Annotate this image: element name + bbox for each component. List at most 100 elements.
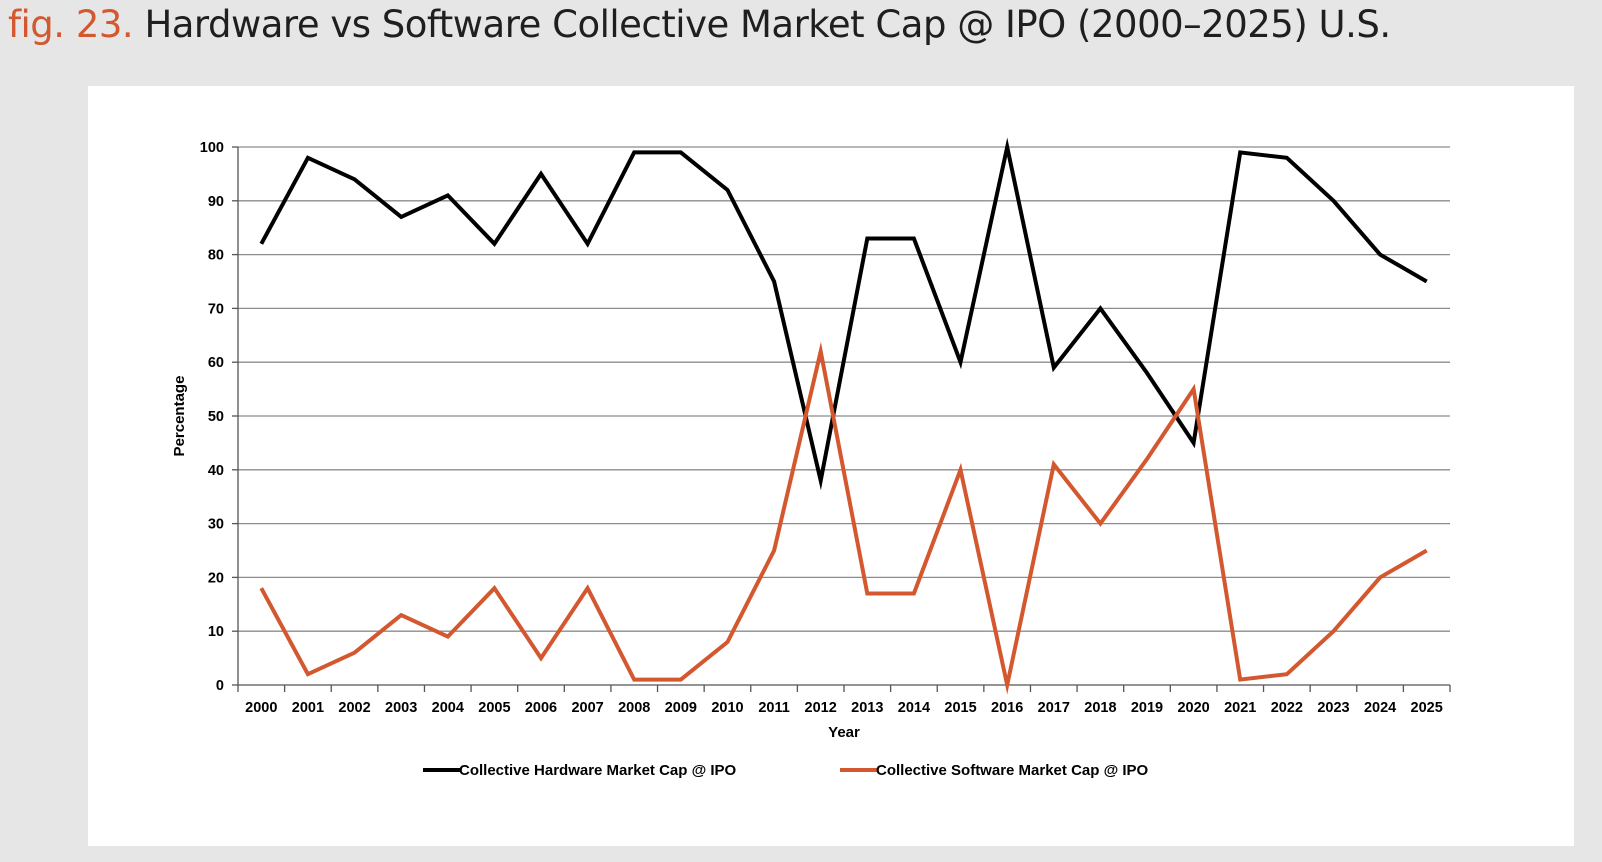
data-point-software-2005 — [492, 586, 496, 590]
y-tick-label-40: 40 — [208, 463, 224, 479]
data-point-hardware-2005 — [492, 242, 496, 246]
data-point-hardware-2007 — [586, 242, 590, 246]
data-point-hardware-2009 — [679, 150, 683, 154]
data-point-hardware-2003 — [399, 215, 403, 219]
x-tick-label-2007: 2007 — [571, 700, 603, 716]
data-point-hardware-2024 — [1378, 253, 1382, 257]
data-point-hardware-2023 — [1331, 199, 1335, 203]
data-point-software-2013 — [865, 592, 869, 596]
x-tick-label-2024: 2024 — [1364, 700, 1396, 716]
data-point-software-2018 — [1098, 522, 1102, 526]
data-point-software-2017 — [1052, 462, 1056, 466]
data-point-software-2024 — [1378, 575, 1382, 579]
data-point-hardware-2019 — [1145, 371, 1149, 375]
data-point-software-2007 — [586, 586, 590, 590]
x-tick-label-2009: 2009 — [665, 700, 697, 716]
y-tick-label-30: 30 — [208, 517, 224, 533]
y-tick-label-70: 70 — [208, 301, 224, 317]
grid-lines — [238, 146, 1450, 632]
line-chart: 0 10 20 30 40 50 60 70 80 90 100 2000 2001 2002 2003 20… — [171, 137, 1451, 779]
x-tick-label-2018: 2018 — [1084, 700, 1116, 716]
data-point-software-2011 — [772, 549, 776, 553]
data-point-hardware-2018 — [1098, 306, 1102, 310]
data-point-software-2004 — [446, 635, 450, 639]
axes: 0 10 20 30 40 50 60 70 80 90 100 2000 2001 2002 2003 20… — [200, 140, 1451, 716]
data-point-software-2022 — [1285, 672, 1289, 676]
data-point-hardware-2001 — [306, 156, 310, 160]
x-tick-label-2005: 2005 — [478, 700, 510, 716]
data-point-hardware-2022 — [1285, 156, 1289, 160]
data-point-software-2025 — [1425, 549, 1429, 553]
x-tick-label-2020: 2020 — [1177, 700, 1209, 716]
y-tick-label-10: 10 — [208, 624, 224, 640]
chart-panel: 0 10 20 30 40 50 60 70 80 90 100 2000 2001 2002 2003 20… — [88, 86, 1574, 846]
y-tick-label-50: 50 — [208, 409, 224, 425]
data-point-software-2009 — [679, 678, 683, 682]
data-point-software-2002 — [353, 651, 357, 655]
figure-number: fig. 23. — [8, 3, 134, 46]
y-tick-label-100: 100 — [200, 140, 224, 156]
data-point-hardware-2013 — [865, 236, 869, 240]
data-point-hardware-2016 — [1005, 145, 1009, 149]
data-point-hardware-2015 — [959, 360, 963, 364]
x-tick-label-2001: 2001 — [292, 700, 324, 716]
y-tick-label-80: 80 — [208, 248, 224, 264]
legend: Collective Hardware Market Cap @ IPO Coll… — [423, 762, 1149, 779]
data-point-hardware-2017 — [1052, 366, 1056, 370]
data-point-hardware-2012 — [819, 479, 823, 483]
data-point-hardware-2000 — [259, 242, 263, 246]
x-tick-label-2008: 2008 — [618, 700, 650, 716]
figure-title: fig. 23. Hardware vs Software Collective… — [8, 2, 1391, 48]
data-point-software-2006 — [539, 656, 543, 660]
series-line-hardware — [259, 137, 1428, 491]
x-tick-label-2015: 2015 — [944, 700, 976, 716]
series-lines — [259, 137, 1429, 695]
data-point-hardware-2004 — [446, 193, 450, 197]
figure-title-text: Hardware vs Software Collective Market C… — [144, 3, 1391, 46]
data-point-software-2019 — [1145, 457, 1149, 461]
x-tick-label-2004: 2004 — [432, 700, 464, 716]
data-point-hardware-2006 — [539, 172, 543, 176]
x-tick-label-2014: 2014 — [898, 700, 930, 716]
data-point-hardware-2020 — [1192, 441, 1196, 445]
data-point-hardware-2002 — [353, 177, 357, 181]
data-point-software-2020 — [1192, 387, 1196, 391]
y-axis-title: Percentage — [171, 376, 188, 457]
x-tick-label-2023: 2023 — [1317, 700, 1349, 716]
x-tick-label-2010: 2010 — [711, 700, 743, 716]
x-tick-label-2021: 2021 — [1224, 700, 1256, 716]
x-tick-label-2022: 2022 — [1271, 700, 1303, 716]
data-point-software-2012 — [819, 349, 823, 353]
data-point-software-2023 — [1331, 629, 1335, 633]
data-point-software-2000 — [259, 586, 263, 590]
x-axis-title: Year — [828, 724, 860, 741]
x-tick-label-2002: 2002 — [338, 700, 370, 716]
x-tick-label-2013: 2013 — [851, 700, 883, 716]
data-point-hardware-2008 — [632, 150, 636, 154]
data-point-hardware-2025 — [1425, 280, 1429, 284]
data-point-software-2010 — [725, 640, 729, 644]
data-point-software-2003 — [399, 613, 403, 617]
data-point-hardware-2014 — [912, 236, 916, 240]
data-point-hardware-2021 — [1238, 150, 1242, 154]
x-tick-label-2012: 2012 — [805, 700, 837, 716]
x-tick-label-2019: 2019 — [1131, 700, 1163, 716]
data-point-hardware-2010 — [725, 188, 729, 192]
data-point-software-2001 — [306, 672, 310, 676]
x-tick-label-2000: 2000 — [245, 700, 277, 716]
x-tick-label-2017: 2017 — [1038, 700, 1070, 716]
data-point-software-2014 — [912, 592, 916, 596]
legend-label-hardware: Collective Hardware Market Cap @ IPO — [459, 762, 737, 779]
x-tick-label-2011: 2011 — [758, 700, 789, 716]
x-tick-label-2003: 2003 — [385, 700, 417, 716]
series-line-software — [259, 341, 1428, 695]
x-tick-label-2006: 2006 — [525, 700, 557, 716]
y-tick-label-0: 0 — [216, 678, 224, 694]
y-tick-label-60: 60 — [208, 355, 224, 371]
data-point-software-2016 — [1005, 683, 1009, 687]
legend-label-software: Collective Software Market Cap @ IPO — [876, 762, 1149, 779]
y-tick-label-90: 90 — [208, 194, 224, 210]
x-tick-label-2016: 2016 — [991, 700, 1023, 716]
data-point-hardware-2011 — [772, 280, 776, 284]
data-point-software-2008 — [632, 678, 636, 682]
